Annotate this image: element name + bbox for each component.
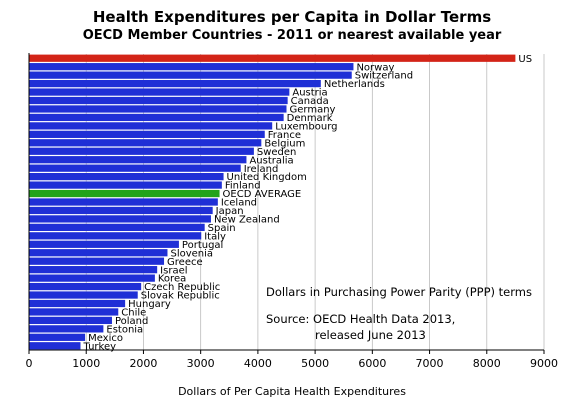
source-line-2: released June 2013	[315, 328, 426, 342]
bar-label: Netherlands	[324, 79, 385, 90]
bar-label: Austria	[292, 88, 327, 99]
bar-label: Slovak Republic	[141, 291, 220, 302]
bar-label: Japan	[215, 206, 244, 217]
bar-label: United Kingdom	[227, 172, 307, 183]
x-tick-label: 3000	[187, 357, 215, 370]
x-tick-label: 8000	[473, 357, 501, 370]
bar	[29, 342, 81, 350]
bar	[29, 63, 354, 71]
bar-label: US	[518, 54, 532, 65]
bar-label: OECD AVERAGE	[223, 189, 302, 200]
bar	[29, 215, 211, 223]
bar	[29, 249, 168, 257]
bar	[29, 266, 158, 274]
bar-label: Slovenia	[170, 248, 213, 259]
chart-subtitle: OECD Member Countries - 2011 or nearest …	[82, 28, 502, 43]
bar	[29, 308, 119, 316]
bar-label: Luxembourg	[275, 121, 337, 132]
bar-label: Denmark	[287, 113, 333, 124]
bar	[29, 299, 126, 308]
bar-label: Poland	[115, 316, 148, 327]
bar-label: Ireland	[244, 164, 279, 175]
ppp-note: Dollars in Purchasing Power Parity (PPP)…	[266, 285, 532, 299]
bar-label: Norway	[356, 62, 394, 73]
chart-title: Health Expenditures per Capita in Dollar…	[92, 8, 492, 26]
bar	[29, 156, 247, 164]
bar	[29, 316, 112, 325]
bars	[29, 54, 516, 350]
bar	[29, 130, 265, 138]
source-line-1: Source: OECD Health Data 2013,	[266, 312, 456, 326]
bar	[29, 232, 202, 240]
bar	[29, 173, 224, 181]
x-tick-label: 4000	[244, 357, 272, 370]
x-axis: 0 1000 2000 3000 4000 5000 6000 7000 8000 9000	[26, 53, 558, 370]
bar	[29, 147, 254, 155]
bar-label: Canada	[291, 96, 329, 107]
x-tick-label: 0	[26, 357, 33, 370]
bar-label: Australia	[249, 155, 293, 166]
bar	[29, 206, 213, 215]
bar-label: Mexico	[88, 333, 123, 344]
bar	[29, 105, 287, 113]
bar-label: New Zealand	[214, 215, 280, 226]
bar	[29, 164, 241, 172]
x-tick-label: 2000	[129, 357, 157, 370]
bar	[29, 181, 222, 189]
bar	[29, 96, 288, 105]
x-tick-label: 7000	[416, 357, 444, 370]
x-tick-label: 9000	[530, 357, 558, 370]
bar	[29, 139, 262, 147]
bar-label: Turkey	[83, 341, 117, 352]
bar	[29, 198, 218, 206]
bar-label: Estonia	[106, 324, 143, 335]
bar	[29, 71, 352, 79]
x-axis-title: Dollars of Per Capita Health Expenditure…	[178, 385, 406, 398]
bar-label: Finland	[225, 181, 261, 192]
bar	[29, 88, 290, 96]
bar-label: Spain	[208, 223, 236, 234]
bar	[29, 79, 321, 88]
bar-label: Belgium	[264, 138, 305, 149]
bar	[29, 223, 205, 231]
bar-label: Israel	[160, 265, 187, 276]
bar-label: Korea	[158, 274, 186, 285]
bar-labels: US NorwaySwitzerlandNetherlandsAustriaCan…	[83, 54, 533, 353]
bar	[29, 122, 273, 130]
bar-label: Italy	[204, 231, 226, 242]
bar	[29, 257, 165, 265]
bar-label: Chile	[121, 308, 146, 319]
bar-label: Hungary	[128, 299, 171, 310]
x-tick-label: 6000	[358, 357, 386, 370]
bar	[29, 291, 138, 299]
bar-label: Portugal	[182, 240, 223, 251]
x-tick-label: 5000	[301, 357, 329, 370]
bar	[29, 274, 155, 282]
bar	[29, 189, 220, 198]
bar	[29, 333, 86, 341]
bar	[29, 54, 516, 62]
bar	[29, 282, 142, 291]
bar	[29, 113, 284, 122]
bar	[29, 325, 104, 333]
bar-label: France	[268, 130, 301, 141]
bar-label: Sweden	[257, 147, 297, 158]
bar-label: Greece	[167, 257, 203, 268]
bar-label: Switzerland	[355, 71, 413, 82]
bar-label: Germany	[290, 105, 336, 116]
bar	[29, 240, 179, 248]
bar-label: Czech Republic	[144, 282, 220, 293]
source-note: Source: OECD Health Data 2013, released …	[266, 311, 455, 343]
bar-label: Iceland	[221, 198, 257, 209]
x-tick-label: 1000	[72, 357, 100, 370]
